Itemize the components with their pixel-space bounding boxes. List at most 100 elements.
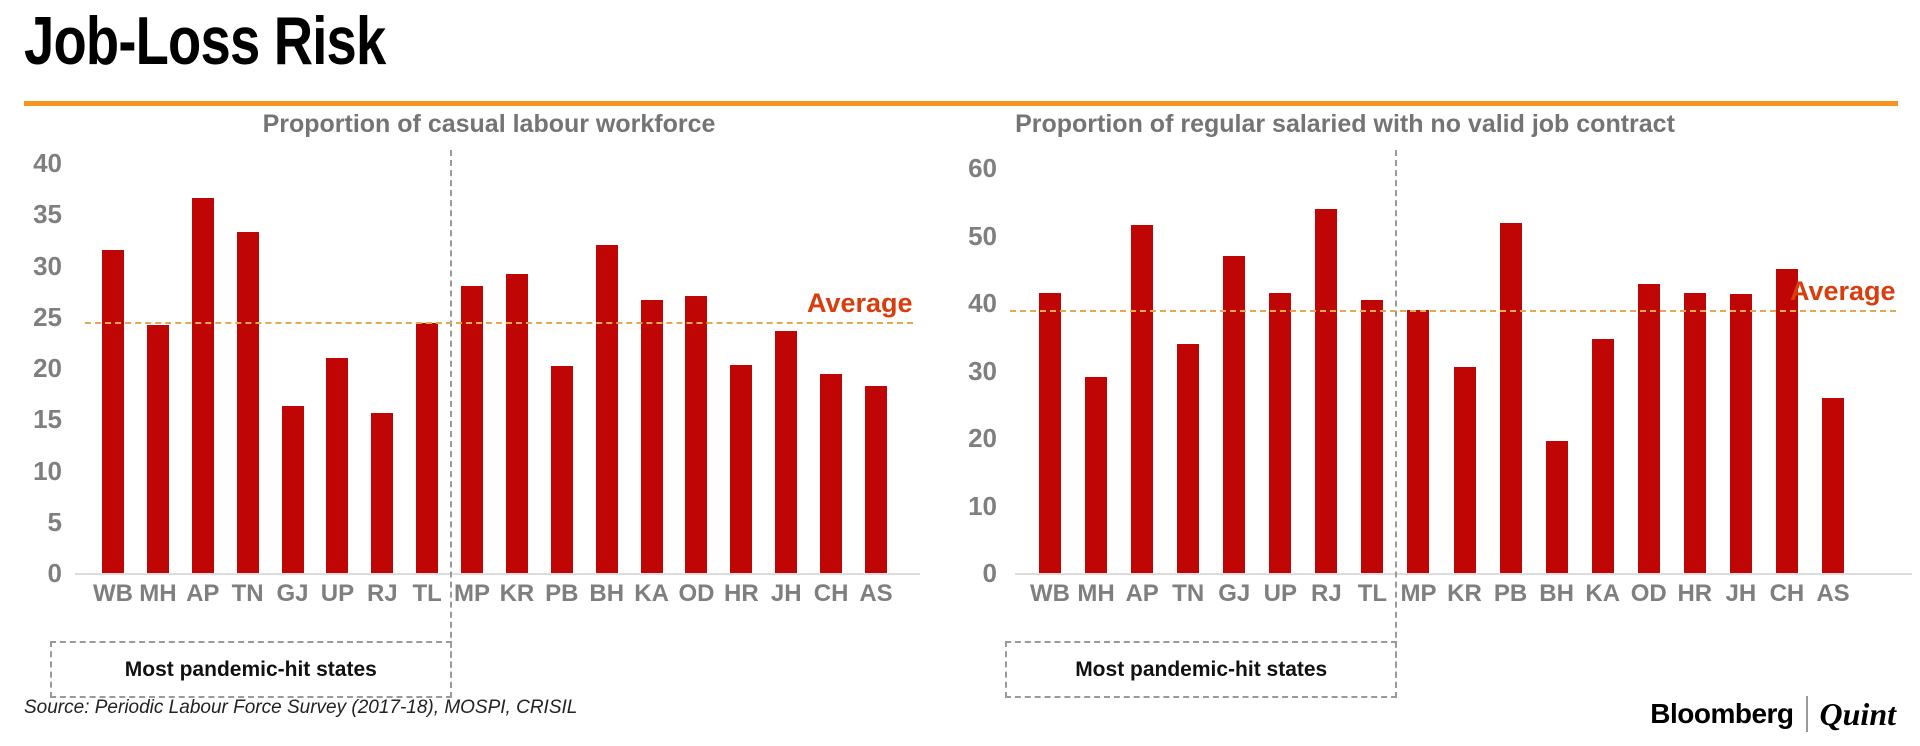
bar-OD	[685, 296, 708, 573]
bar-JH	[775, 331, 798, 573]
pandemic-separator-line	[1395, 150, 1398, 698]
x-tick-JH: JH	[770, 580, 802, 607]
x-tick-KA: KA	[1585, 580, 1621, 607]
x-tick-GJ: GJ	[1218, 580, 1251, 607]
bar-PB	[1499, 223, 1522, 573]
chart-title-1: Proportion of casual labour workforce	[262, 110, 716, 138]
bar-AP	[191, 197, 214, 573]
bar-TL	[1361, 299, 1384, 573]
average-label: Average	[1790, 275, 1896, 306]
x-tick-GJ: GJ	[276, 580, 309, 607]
page-title: Job-Loss Risk	[24, 3, 386, 79]
bar-MP	[461, 286, 484, 573]
bar-BH	[595, 245, 618, 573]
bar-MH	[146, 324, 169, 573]
x-tick-KR: KR	[1447, 580, 1482, 607]
y-tick-40: 40	[968, 288, 997, 318]
logo-separator	[1805, 696, 1808, 732]
bar-AS	[865, 386, 887, 573]
x-tick-AP: AP	[186, 580, 220, 607]
bar-UP	[326, 357, 349, 573]
x-tick-OD: OD	[678, 580, 715, 607]
x-tick-MH: MH	[1077, 580, 1115, 607]
average-line	[1010, 309, 1896, 312]
publisher-logo: Bloomberg Quint	[1650, 694, 1896, 734]
y-tick-0: 0	[47, 558, 62, 588]
pandemic-box: Most pandemic-hit states	[50, 641, 452, 698]
x-tick-MH: MH	[139, 580, 177, 607]
x-tick-KR: KR	[499, 580, 535, 607]
x-tick-MP: MP	[454, 580, 491, 607]
bloomberg-logo: Bloomberg	[1650, 698, 1794, 729]
x-tick-WB: WB	[93, 580, 133, 607]
bar-GJ	[1223, 255, 1246, 573]
bar-KR	[1453, 367, 1476, 573]
bar-BH	[1545, 441, 1568, 573]
y-tick-20: 20	[33, 353, 62, 383]
y-tick-40: 40	[33, 148, 62, 178]
x-axis-line	[75, 573, 920, 575]
y-tick-10: 10	[33, 455, 62, 486]
bar-RJ	[371, 413, 394, 573]
y-tick-35: 35	[33, 199, 62, 230]
bar-AP	[1131, 225, 1154, 573]
x-tick-TL: TL	[412, 580, 442, 607]
y-tick-10: 10	[968, 490, 997, 521]
x-tick-PB: PB	[1493, 580, 1528, 607]
bar-MH	[1085, 377, 1108, 573]
bar-CH	[1775, 269, 1798, 573]
bar-CH	[820, 374, 843, 573]
x-tick-OD: OD	[1630, 580, 1667, 607]
x-tick-BH: BH	[589, 580, 625, 607]
x-tick-RJ: RJ	[366, 580, 398, 607]
x-tick-HR: HR	[724, 580, 759, 607]
bar-HR	[1683, 292, 1706, 573]
bar-OD	[1637, 284, 1660, 573]
x-tick-AP: AP	[1125, 580, 1159, 607]
bar-TL	[416, 322, 439, 573]
x-tick-CH: CH	[813, 580, 849, 607]
x-tick-KA: KA	[634, 580, 669, 607]
average-label: Average	[807, 287, 913, 318]
y-tick-0: 0	[982, 558, 997, 588]
pandemic-box-label: Most pandemic-hit states	[1075, 657, 1328, 681]
bar-HR	[730, 364, 753, 573]
source-note: Source: Periodic Labour Force Survey (20…	[24, 697, 578, 718]
y-tick-5: 5	[47, 506, 62, 537]
y-tick-30: 30	[33, 250, 62, 281]
bar-WB	[1039, 292, 1061, 573]
y-tick-20: 20	[968, 423, 997, 453]
x-tick-MP: MP	[1400, 580, 1437, 607]
y-tick-15: 15	[33, 404, 62, 435]
y-tick-25: 25	[33, 301, 62, 332]
x-axis-line	[1015, 573, 1912, 575]
bar-AS	[1822, 397, 1844, 573]
x-tick-AS: AS	[859, 580, 893, 607]
y-tick-50: 50	[968, 220, 997, 251]
y-tick-30: 30	[968, 355, 997, 386]
bar-KA	[640, 300, 663, 573]
bar-TN	[1177, 343, 1200, 573]
average-line	[85, 321, 913, 324]
bar-MP	[1407, 309, 1430, 573]
x-tick-UP: UP	[320, 580, 355, 607]
bar-KA	[1591, 338, 1614, 573]
x-tick-TL: TL	[1357, 580, 1388, 607]
x-tick-TN: TN	[1172, 580, 1205, 607]
x-tick-JH: JH	[1725, 580, 1757, 607]
bar-GJ	[281, 405, 304, 573]
quint-logo: Quint	[1819, 695, 1896, 732]
x-tick-BH: BH	[1539, 580, 1574, 607]
x-tick-CH: CH	[1769, 580, 1805, 607]
x-tick-RJ: RJ	[1311, 580, 1342, 607]
bar-RJ	[1315, 208, 1338, 573]
x-tick-TN: TN	[231, 580, 264, 607]
pandemic-box-label: Most pandemic-hit states	[124, 657, 377, 681]
pandemic-box: Most pandemic-hit states	[1005, 641, 1398, 698]
x-tick-WB: WB	[1030, 580, 1070, 607]
bar-PB	[550, 365, 573, 573]
x-tick-HR: HR	[1677, 580, 1713, 607]
bar-WB	[102, 250, 124, 573]
chart-title-2: Proportion of regular salaried with no v…	[1015, 110, 1675, 138]
